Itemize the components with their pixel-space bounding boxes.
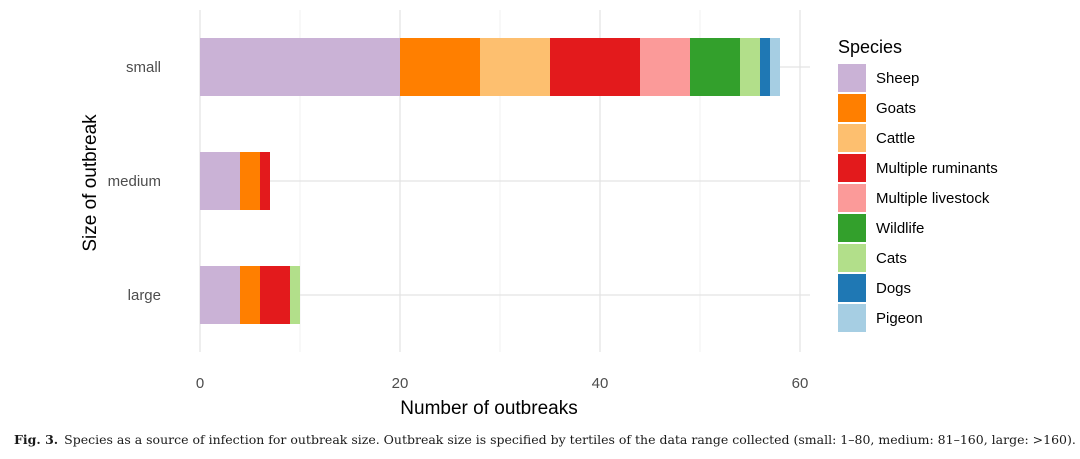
bar-segment-small-pigeon [770,38,780,96]
legend-swatch [838,184,866,212]
figure-caption: Fig. 3. Species as a source of infection … [14,432,1076,447]
y-tick-label: large [128,287,161,304]
caption-label: Fig. 3. [14,432,59,447]
y-tick-label: small [126,59,161,76]
bar-segment-small-sheep [200,38,400,96]
legend-swatch [838,124,866,152]
legend-label: Multiple ruminants [876,160,998,177]
y-axis-label: Size of outbreak [80,114,101,252]
legend-swatch [838,64,866,92]
legend-title: Species [838,37,902,57]
x-tick-label: 60 [792,375,809,392]
bar-segment-small-wildlife [690,38,740,96]
bar-segment-medium-multiple-ruminants [260,152,270,210]
legend-swatch [838,214,866,242]
legend-label: Cattle [876,130,915,147]
bars [200,38,780,324]
bar-segment-small-goats [400,38,480,96]
x-axis-ticks: 0 20 40 60 [196,375,809,392]
bar-segment-small-multiple-livestock [640,38,690,96]
legend-label: Wildlife [876,220,924,237]
bar-segment-small-cats [740,38,760,96]
caption-text: Species as a source of infection for out… [64,432,1076,447]
stacked-bar-chart: 0 20 40 60 small medium large Number of outbr… [80,10,998,419]
x-tick-label: 40 [592,375,609,392]
legend: Species Sheep Goats Cattle Multiple ruminan… [838,37,998,332]
bar-segment-large-goats [240,266,260,324]
y-axis-ticks: small medium large [108,59,161,304]
legend-swatch [838,244,866,272]
legend-label: Pigeon [876,310,923,327]
bar-segment-small-multiple-ruminants [550,38,640,96]
bar-segment-medium-sheep [200,152,240,210]
bar-segment-medium-goats [240,152,260,210]
legend-label: Goats [876,100,916,117]
bar-segment-large-multiple-ruminants [260,266,290,324]
legend-label: Sheep [876,70,919,87]
bar-segment-large-sheep [200,266,240,324]
legend-swatch [838,94,866,122]
legend-swatch [838,154,866,182]
x-axis-label: Number of outbreaks [400,398,577,419]
bar-segment-small-cattle [480,38,550,96]
legend-swatch [838,274,866,302]
legend-label: Multiple livestock [876,190,990,207]
y-tick-label: medium [108,173,161,190]
legend-label: Dogs [876,280,911,297]
x-tick-label: 20 [392,375,409,392]
legend-label: Cats [876,250,907,267]
bar-segment-small-dogs [760,38,770,96]
bar-segment-large-cats [290,266,300,324]
legend-items: Sheep Goats Cattle Multiple ruminants Multip… [838,64,998,332]
legend-swatch [838,304,866,332]
x-tick-label: 0 [196,375,204,392]
